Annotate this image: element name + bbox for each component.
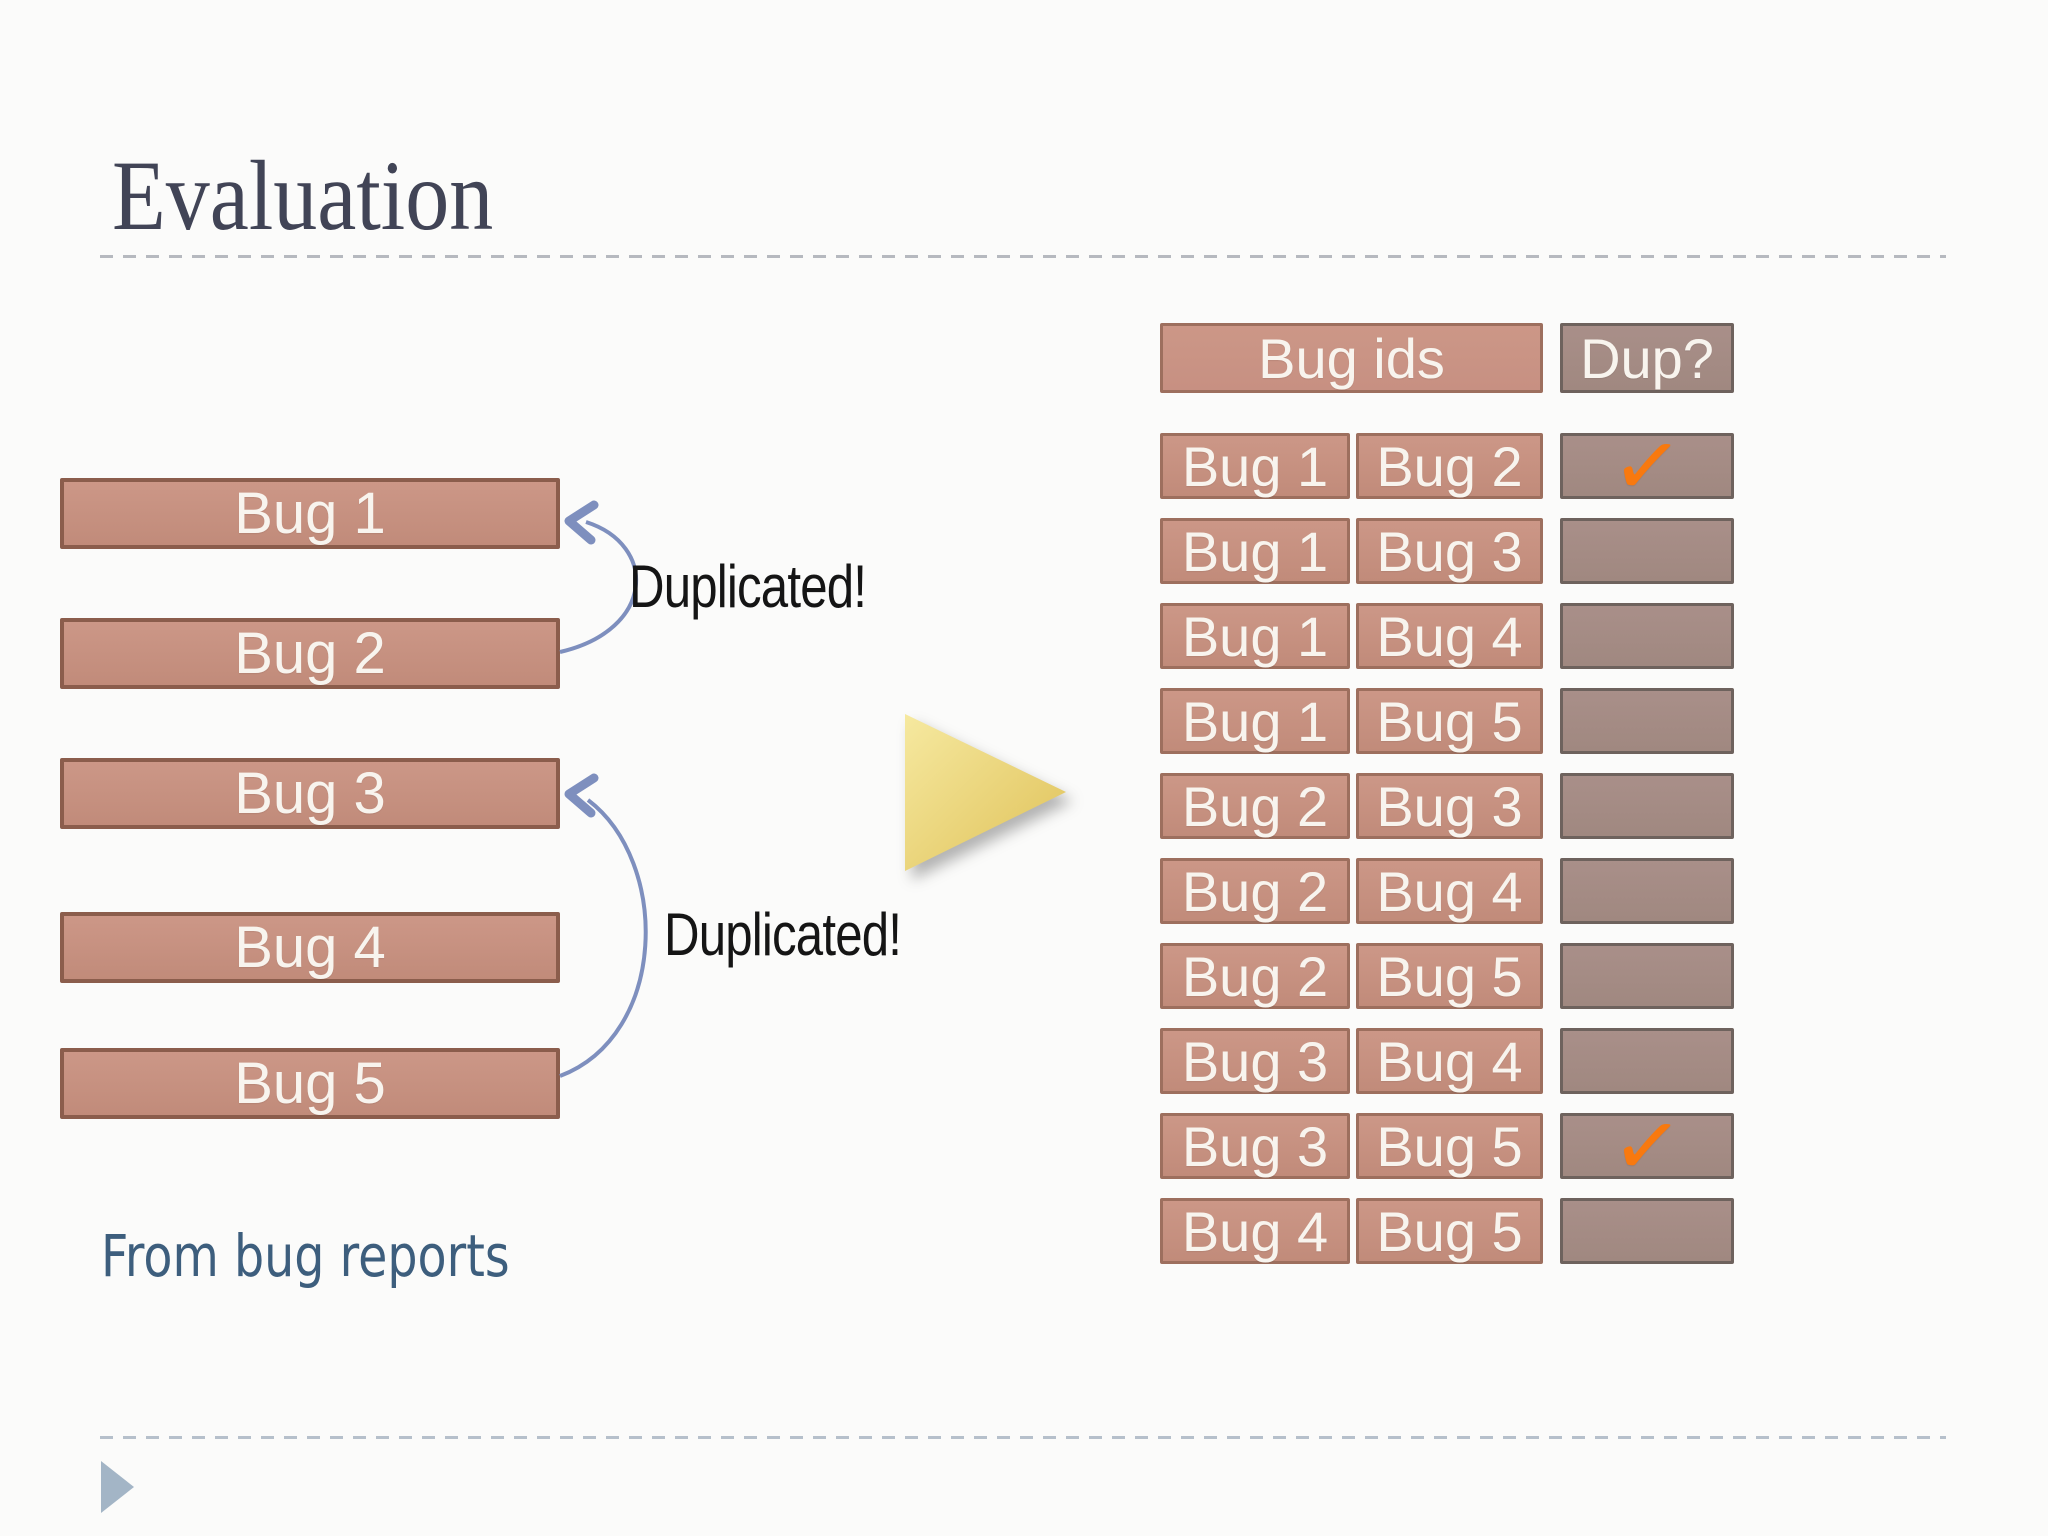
check-icon: ✓	[1606, 413, 1688, 519]
pair-cell-left: Bug 3	[1160, 1028, 1350, 1094]
pair-cell-left: Bug 2	[1160, 858, 1350, 924]
pair-cell-left: Bug 4	[1160, 1198, 1350, 1264]
duplicate-arc-2	[559, 798, 648, 1078]
slide-footer-arrow-icon	[101, 1461, 134, 1513]
title-divider	[100, 255, 1946, 258]
pair-cell-right: Bug 3	[1356, 518, 1543, 584]
pair-cell-left: Bug 1	[1160, 518, 1350, 584]
duplicate-arc-1	[559, 520, 639, 654]
pair-cell-right: Bug 2	[1356, 433, 1543, 499]
dup-cell	[1560, 773, 1734, 839]
pair-cell-right: Bug 4	[1356, 858, 1543, 924]
pair-cell-right: Bug 5	[1356, 1198, 1543, 1264]
dup-cell	[1560, 943, 1734, 1009]
duplicate-arrowhead-1-icon	[564, 500, 599, 545]
table-header-dup: Dup?	[1560, 323, 1734, 393]
pair-cell-right: Bug 4	[1356, 1028, 1543, 1094]
check-icon: ✓	[1606, 1093, 1688, 1199]
pair-cell-right: Bug 5	[1356, 688, 1543, 754]
pair-cell-right: Bug 3	[1356, 773, 1543, 839]
dup-cell: ✓	[1560, 414, 1734, 518]
pair-cell-left: Bug 2	[1160, 773, 1350, 839]
dup-cell	[1560, 603, 1734, 669]
bug-bar: Bug 5	[60, 1048, 560, 1119]
pair-cell-left: Bug 1	[1160, 603, 1350, 669]
dup-cell	[1560, 858, 1734, 924]
bug-bar: Bug 2	[60, 618, 560, 689]
duplicated-label-2: Duplicated!	[664, 901, 902, 968]
dup-cell: ✓	[1560, 1094, 1734, 1198]
bug-bar: Bug 4	[60, 912, 560, 983]
bug-bar: Bug 3	[60, 758, 560, 829]
duplicated-label-1: Duplicated!	[629, 553, 867, 620]
dup-cell	[1560, 688, 1734, 754]
footer-divider	[100, 1436, 1946, 1439]
table-header-bug-ids: Bug ids	[1160, 323, 1543, 393]
pair-cell-right: Bug 5	[1356, 943, 1543, 1009]
pair-cell-left: Bug 1	[1160, 688, 1350, 754]
pair-cell-left: Bug 3	[1160, 1113, 1350, 1179]
dup-cell	[1560, 1028, 1734, 1094]
pair-cell-right: Bug 5	[1356, 1113, 1543, 1179]
bug-bar: Bug 1	[60, 478, 560, 549]
pair-cell-right: Bug 4	[1356, 603, 1543, 669]
dup-cell	[1560, 1198, 1734, 1264]
pair-cell-left: Bug 2	[1160, 943, 1350, 1009]
footnote: From bug reports	[101, 1222, 510, 1290]
dup-cell	[1560, 518, 1734, 584]
slide-title: Evaluation	[112, 140, 494, 251]
duplicate-arrowhead-2-icon	[564, 773, 599, 818]
pair-cell-left: Bug 1	[1160, 433, 1350, 499]
